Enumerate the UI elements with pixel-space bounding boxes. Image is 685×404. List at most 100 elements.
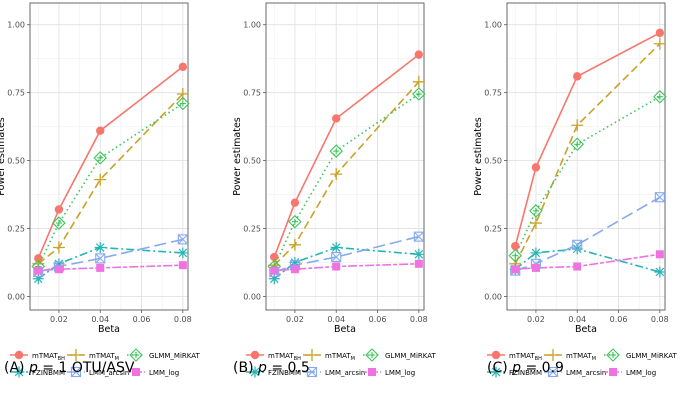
panel-a-point-FZINBMM: [32, 273, 44, 285]
panel-b-point-LMM_log: [332, 262, 341, 271]
panel-b-legend-label-sub: BH: [294, 356, 301, 362]
panel-b-point-GLMM_MiRKAT-shape: [329, 144, 343, 158]
panel-b-point-LMM_arcsin-cross: [331, 252, 342, 262]
panel-b-series-LMM_log-line: [274, 263, 419, 272]
panel-b-point-mTMAT_M-shape: [412, 75, 425, 88]
panel-c-legend-label: mTMATBH: [509, 352, 542, 362]
panel-a-legend-label: GLMM_MiRKAT: [149, 352, 200, 360]
panel-a-point-GLMM_MiRKAT-shape: [176, 96, 190, 111]
panel-b-point-LMM_arcsin: [413, 231, 424, 242]
panel-a-xtick-label: 0.04: [91, 315, 109, 324]
panel-b-ytick-label: 0.50: [243, 157, 261, 166]
panel-a-point-LMM_arcsin-cross: [177, 234, 188, 245]
panel-b-point-LMM_log-shape: [290, 265, 299, 274]
panel-b-point-LMM_log-shape: [332, 262, 341, 271]
panel-a-point-GLMM_MiRKAT: [176, 96, 190, 111]
panel-a-legend-key-marker: [70, 366, 82, 378]
panel-c-legend-item-FZINBMM: FZINBMM: [487, 366, 542, 378]
panel-c-legend-item-GLMM_MiRKAT: GLMM_MiRKAT: [604, 348, 677, 362]
panel-b-legend-label: mTMATBH: [268, 352, 301, 362]
panel-a-point-FZINBMM-shape: [94, 242, 106, 254]
panel-a-legend-label: mTMATBH: [32, 352, 65, 362]
panel-b-legend-key-marker-shape: [365, 348, 379, 362]
panel-b-ytick-label: 0.00: [243, 292, 261, 301]
panel-b-legend-item-LMM_arcsin: LMM_arcsin: [303, 366, 365, 378]
panel-a-series-mTMAT_M-line: [37, 93, 184, 265]
panel-c-ytick-label: 0.25: [484, 224, 502, 233]
panel-c-point-LMM_arcsin-cross: [654, 192, 665, 203]
panel-b-point-GLMM_MiRKAT-shape: [412, 87, 426, 101]
panel-c-ytick-label: 0.50: [484, 157, 502, 166]
panel-c-legend-key-marker: [491, 350, 501, 360]
panel-a-point-mTMAT_BH-shape: [54, 205, 64, 214]
panel-c-point-mTMAT_BH-shape: [573, 72, 582, 81]
panel-b-point-LMM_arcsin-shape: [331, 251, 342, 263]
panel-b-legend-key-marker-cross: [369, 352, 375, 358]
panel-a-ytick-label: 0.00: [7, 292, 25, 301]
panel-c-point-LMM_log: [511, 265, 520, 274]
panel-a-series-LMM_log-line: [38, 264, 183, 272]
panel-b-legend-item-LMM_log: LMM_log: [363, 368, 415, 377]
panel-b-point-FZINBMM: [330, 242, 342, 254]
panel-b-legend-key-marker: [250, 350, 260, 360]
panel-b-point-GLMM_MiRKAT-cross: [415, 91, 422, 98]
panel-c-legend-item-mTMAT_M: mTMATM: [544, 349, 596, 362]
panel-b-legend-item-mTMAT_M: mTMATM: [303, 349, 355, 362]
panel-c-point-GLMM_MiRKAT: [529, 204, 543, 218]
panel-b-point-mTMAT_M: [330, 168, 343, 181]
panel-b-legend-key-marker-shape: [250, 350, 260, 360]
panel-a-series-GLMM_MiRKAT-line: [37, 102, 184, 267]
panel-c-legend-key-marker: [490, 366, 502, 378]
panel-a-legend-key-marker: [13, 366, 25, 378]
caption-b-letter: (B): [233, 360, 254, 376]
panel-a-point-FZINBMM-shape: [53, 258, 65, 270]
panel-b-point-GLMM_MiRKAT: [412, 87, 426, 101]
caption-b-rest: = 0.5: [266, 360, 310, 376]
panel-a-point-GLMM_MiRKAT-cross: [179, 100, 186, 107]
panel-b-series-GLMM_MiRKAT-line: [273, 93, 420, 267]
panel-c-point-mTMAT_BH: [511, 241, 520, 251]
panel-a-point-LMM_log: [54, 265, 63, 274]
panel-a-point-FZINBMM: [94, 242, 106, 254]
panel-b-point-mTMAT_BH: [270, 252, 279, 262]
panel-c-point-mTMAT_M-shape: [571, 119, 584, 132]
panel-c-ytick-label: 0.00: [484, 292, 502, 301]
panel-c-legend-label: GLMM_MiRKAT: [626, 352, 677, 360]
panel-c-point-mTMAT_BH-shape: [511, 241, 520, 251]
panel-c-legend-key-marker: [547, 349, 559, 361]
panel-c-point-LMM_arcsin-shape: [572, 239, 583, 250]
panel-b-point-FZINBMM: [268, 273, 280, 285]
panel-c-xtick-label: 0.06: [610, 315, 628, 324]
panel-b-point-mTMAT_M: [412, 75, 425, 88]
panel-c-point-mTMAT_M-shape: [529, 217, 542, 230]
panel-c-legend-key-marker-shape: [491, 350, 501, 360]
panel-c-legend-label-sub: M: [592, 356, 596, 362]
panel-c-point-GLMM_MiRKAT: [508, 248, 523, 263]
panel-c-xtick-label: 0.02: [527, 315, 545, 324]
panel-c-point-LMM_log: [655, 250, 664, 259]
panel-a-point-mTMAT_M-shape: [94, 173, 107, 186]
panel-b-ytick-label: 0.25: [243, 224, 261, 233]
panel-a-legend-item-GLMM_MiRKAT: GLMM_MiRKAT: [127, 348, 200, 362]
panel-a-xtick-label: 0.08: [174, 315, 192, 324]
panel-a-legend-key-marker: [70, 349, 82, 361]
panel-a-xlabel: Beta: [98, 324, 120, 335]
panel-c-legend-item-LMM_arcsin: LMM_arcsin: [544, 366, 606, 378]
panel-c-point-FZINBMM: [654, 266, 666, 278]
panel-b-legend-key-marker: [306, 349, 318, 361]
panel-b-point-mTMAT_M-shape: [288, 238, 301, 251]
panel-b-legend-label: GLMM_MiRKAT: [385, 352, 436, 360]
panel-a-legend-key-marker-shape: [13, 366, 25, 378]
panel-c-xtick-label: 0.08: [651, 315, 669, 324]
panel-b-series-LMM_arcsin-line: [274, 235, 419, 273]
panel-a-legend-item-FZINBMM: FZINBMM: [10, 366, 65, 378]
panel-a-legend-key-marker: [129, 348, 143, 362]
panel-a-legend-label-sub: M: [115, 356, 119, 362]
panel-b-point-mTMAT_BH: [414, 50, 424, 59]
panel-b-legend-key-marker: [368, 368, 376, 376]
panel-c-legend-label-sub: BH: [535, 356, 542, 362]
panel-a-point-FZINBMM-shape: [177, 247, 189, 259]
panel-b-series-mTMAT_BH-line: [273, 53, 420, 258]
panel-b-ytick-label: 0.75: [243, 89, 261, 98]
panel-b-point-mTMAT_M-shape: [330, 168, 343, 181]
